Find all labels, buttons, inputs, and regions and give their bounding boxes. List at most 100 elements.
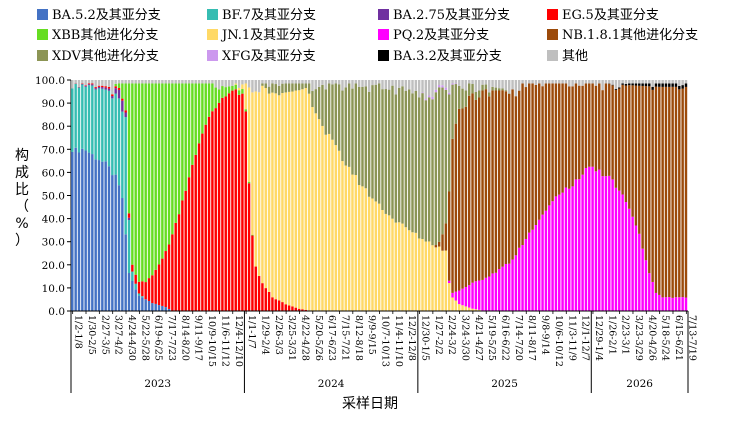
bar-segment	[344, 165, 348, 311]
bar-segment	[504, 80, 508, 91]
bar-segment	[654, 80, 658, 84]
bar-segment	[334, 83, 338, 146]
bar-segment	[451, 138, 454, 293]
bar-segment	[97, 80, 101, 86]
bar-segment	[204, 80, 207, 84]
legend-label: BF.7及其亚分支	[222, 8, 316, 23]
bar-segment	[377, 83, 381, 204]
bar-segment	[367, 80, 371, 92]
bar-week-114	[447, 80, 451, 311]
bar-week-45	[217, 80, 221, 311]
bar-segment	[631, 83, 634, 86]
bar-segment	[187, 80, 191, 84]
bar-segment	[324, 80, 328, 90]
bar-segment	[337, 80, 341, 85]
bar-segment	[381, 89, 384, 210]
bar-week-36	[187, 80, 191, 311]
bar-segment	[164, 80, 167, 84]
x-tick-label: 8/14-8/20	[179, 315, 190, 361]
bar-segment	[264, 288, 267, 311]
bar-segment	[271, 83, 274, 93]
bar-segment	[387, 80, 391, 90]
bar-segment	[114, 80, 117, 84]
bar-segment	[284, 92, 287, 305]
legend-swatch	[37, 9, 48, 20]
bar-segment	[211, 111, 214, 311]
bar-week-146	[554, 80, 558, 311]
year-label-2026: 2026	[626, 378, 653, 390]
legend-item-9: XDV其他进化分支	[37, 49, 159, 64]
bar-segment	[674, 83, 678, 87]
bar-segment	[131, 80, 134, 84]
bar-segment	[194, 80, 197, 84]
bar-week-173	[644, 80, 648, 311]
bar-segment	[644, 86, 648, 261]
bar-segment	[634, 80, 638, 84]
bar-segment	[264, 80, 267, 84]
bar-segment	[447, 280, 451, 284]
bar-week-90	[367, 80, 371, 311]
bar-segment	[87, 83, 91, 85]
bar-segment	[658, 83, 661, 87]
bar-segment	[501, 90, 504, 267]
bar-segment	[431, 99, 434, 246]
bar-week-110	[434, 80, 438, 311]
bar-segment	[588, 80, 591, 84]
bar-segment	[411, 80, 414, 94]
bar-segment	[588, 83, 591, 167]
bar-segment	[87, 80, 91, 84]
bar-segment	[454, 84, 458, 124]
bar-segment	[471, 282, 474, 309]
bar-segment	[631, 80, 634, 84]
bar-week-82	[341, 80, 344, 311]
legend-item-8: NB.1.8.1其他进化分支	[547, 28, 698, 43]
bar-segment	[111, 94, 114, 97]
bar-segment	[548, 205, 551, 311]
bar-week-58	[261, 80, 264, 311]
bar-segment	[658, 294, 661, 311]
bar-week-101	[404, 80, 408, 311]
bar-segment	[217, 89, 221, 103]
bar-segment	[484, 277, 488, 311]
bar-segment	[74, 80, 77, 84]
bar-week-148	[561, 80, 564, 311]
bar-week-68	[294, 80, 297, 311]
bar-segment	[581, 174, 584, 311]
bar-segment	[498, 88, 501, 91]
bar-segment	[374, 84, 378, 202]
bar-segment	[131, 264, 134, 272]
bar-segment	[648, 86, 651, 274]
bar-segment	[294, 80, 297, 84]
legend-swatch	[207, 9, 218, 20]
bar-segment	[234, 84, 237, 90]
bar-segment	[464, 286, 468, 307]
bar-segment	[394, 80, 398, 95]
x-tick-label: 9/8-9/14	[540, 315, 551, 355]
bar-segment	[94, 87, 97, 89]
bar-segment	[457, 304, 461, 311]
bar-segment	[684, 80, 688, 84]
bar-segment	[134, 83, 137, 275]
bar-segment	[181, 80, 184, 84]
bar-segment	[127, 217, 131, 221]
bar-week-74	[314, 80, 317, 311]
bar-segment	[574, 179, 578, 311]
bar-segment	[678, 80, 681, 86]
bar-week-135	[518, 80, 521, 311]
bar-segment	[247, 87, 251, 182]
bar-segment	[247, 80, 251, 88]
bar-week-20	[134, 80, 137, 311]
bar-week-47	[224, 80, 227, 311]
bar-segment	[447, 92, 451, 95]
bar-segment	[221, 97, 224, 311]
bar-segment	[171, 83, 174, 235]
bar-segment	[437, 80, 441, 86]
bar-segment	[508, 93, 511, 94]
bar-segment	[661, 86, 664, 298]
bar-segment	[494, 80, 498, 88]
bar-segment	[281, 83, 284, 94]
bar-segment	[291, 80, 294, 84]
bar-week-152	[574, 80, 578, 311]
bar-week-37	[191, 80, 194, 311]
bar-segment	[94, 80, 97, 88]
